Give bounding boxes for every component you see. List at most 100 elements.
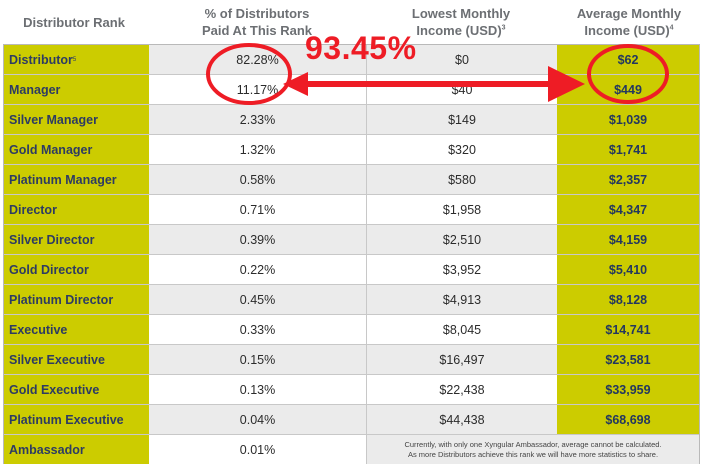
header-avg-footnote: 4	[669, 24, 674, 32]
percent-cell: 0.22%	[149, 255, 367, 284]
table-row: Distributor 5 82.28% $0 $62	[4, 45, 699, 75]
percent-cell: 0.15%	[149, 345, 367, 374]
percent-cell: 1.32%	[149, 135, 367, 164]
lowest-income-cell: $0	[367, 45, 557, 74]
rank-cell: Gold Manager	[4, 135, 149, 164]
rank-cell: Platinum Director	[4, 285, 149, 314]
table-row: Director 0.71% $1,958 $4,347	[4, 195, 699, 225]
average-income-cell: $62	[557, 45, 699, 74]
total-percentage-annotation: 93.45%	[305, 30, 417, 66]
header-avg-line2: Income (USD)	[584, 23, 670, 38]
table-row: Silver Executive 0.15% $16,497 $23,581	[4, 345, 699, 375]
table-header: Distributor Rank % of Distributors Paid …	[0, 0, 703, 44]
rank-label: Ambassador	[9, 442, 85, 457]
circle-annotation-left	[206, 43, 292, 105]
header-avg-line1: Average Monthly	[576, 6, 682, 21]
arrow-head-left-icon	[283, 72, 308, 96]
header-low-line2: Income (USD)	[416, 23, 502, 38]
percent-cell: 11.17%	[149, 75, 367, 104]
rank-label: Gold Manager	[9, 142, 93, 157]
table-row: Manager 11.17% $40 $449	[4, 75, 699, 105]
note-line: Currently, with only one Xyngular Ambass…	[404, 439, 662, 449]
rank-label: Gold Director	[9, 262, 89, 277]
lowest-income-cell: $4,913	[367, 285, 557, 314]
table-row: Gold Manager 1.32% $320 $1,741	[4, 135, 699, 165]
lowest-income-cell: $580	[367, 165, 557, 194]
rank-cell: Platinum Manager	[4, 165, 149, 194]
table-row: Platinum Executive 0.04% $44,438 $68,698	[4, 405, 699, 435]
table-row: Platinum Director 0.45% $4,913 $8,128	[4, 285, 699, 315]
header-pct-line2: Paid At This Rank	[201, 23, 313, 38]
percent-cell: 2.33%	[149, 105, 367, 134]
ambassador-note: Currently, with only one Xyngular Ambass…	[367, 435, 699, 464]
rank-label: Executive	[9, 322, 68, 337]
percent-cell: 0.39%	[149, 225, 367, 254]
percent-cell: 82.28%	[149, 45, 367, 74]
rank-cell: Silver Director	[4, 225, 149, 254]
header-distributor-rank: Distributor Rank	[0, 0, 148, 44]
average-income-cell: $4,159	[557, 225, 699, 254]
header-low-footnote: 3	[501, 24, 506, 32]
header-rank-label: Distributor Rank	[23, 14, 125, 30]
lowest-income-cell: $22,438	[367, 375, 557, 404]
average-income-cell: $449	[557, 75, 699, 104]
table-row: Platinum Manager 0.58% $580 $2,357	[4, 165, 699, 195]
rank-cell: Executive	[4, 315, 149, 344]
average-income-cell: $4,347	[557, 195, 699, 224]
average-income-cell: $8,128	[557, 285, 699, 314]
rank-label: Gold Executive	[9, 382, 100, 397]
table-row: Gold Executive 0.13% $22,438 $33,959	[4, 375, 699, 405]
header-lowest-monthly-income: Lowest Monthly Income (USD)3	[366, 0, 556, 44]
lowest-income-cell: $8,045	[367, 315, 557, 344]
rank-cell: Gold Director	[4, 255, 149, 284]
table-row: Ambassador 0.01% Currently, with only one …	[4, 435, 699, 465]
arrow-head-right-icon	[548, 66, 585, 102]
rank-cell: Ambassador	[4, 435, 149, 464]
average-income-cell: $33,959	[557, 375, 699, 404]
average-income-cell: $14,741	[557, 315, 699, 344]
rank-label: Platinum Director	[9, 292, 114, 307]
lowest-income-cell: $1,958	[367, 195, 557, 224]
percent-cell: 0.58%	[149, 165, 367, 194]
header-percent-paid: % of Distributors Paid At This Rank	[148, 0, 366, 44]
rank-label: Silver Executive	[9, 352, 105, 367]
circle-annotation-right	[587, 44, 669, 104]
income-table: Distributor 5 82.28% $0 $62 Manager 11.17% $40 $…	[3, 44, 700, 464]
rank-cell: Gold Executive	[4, 375, 149, 404]
average-income-cell: $2,357	[557, 165, 699, 194]
table-row: Gold Director 0.22% $3,952 $5,410	[4, 255, 699, 285]
rank-label: Platinum Manager	[9, 172, 117, 187]
rank-label: Manager	[9, 82, 61, 97]
average-income-cell: $5,410	[557, 255, 699, 284]
header-average-monthly-income: Average Monthly Income (USD)4	[556, 0, 702, 44]
rank-label: Distributor	[9, 52, 73, 67]
lowest-income-cell: $44,438	[367, 405, 557, 434]
header-pct-line1: % of Distributors	[204, 6, 310, 21]
rank-cell: Manager	[4, 75, 149, 104]
note-line: As more Distributors achieve this rank w…	[407, 449, 659, 459]
lowest-income-cell: $149	[367, 105, 557, 134]
rank-cell: Silver Executive	[4, 345, 149, 374]
rank-label: Silver Manager	[9, 112, 98, 127]
table-row: Silver Manager 2.33% $149 $1,039	[4, 105, 699, 135]
lowest-income-cell: $2,510	[367, 225, 557, 254]
percent-cell: 0.45%	[149, 285, 367, 314]
table-row: Executive 0.33% $8,045 $14,741	[4, 315, 699, 345]
average-income-cell: $1,039	[557, 105, 699, 134]
percent-cell: 0.01%	[149, 435, 367, 464]
average-income-cell: $68,698	[557, 405, 699, 434]
percent-cell: 0.04%	[149, 405, 367, 434]
percent-cell: 0.33%	[149, 315, 367, 344]
table-row: Silver Director 0.39% $2,510 $4,159	[4, 225, 699, 255]
rank-cell: Platinum Executive	[4, 405, 149, 434]
percent-cell: 0.13%	[149, 375, 367, 404]
lowest-income-cell: $16,497	[367, 345, 557, 374]
rank-cell: Director	[4, 195, 149, 224]
rank-cell: Distributor 5	[4, 45, 149, 74]
header-low-line1: Lowest Monthly	[411, 6, 511, 21]
rank-label: Silver Director	[9, 232, 95, 247]
average-income-cell: $23,581	[557, 345, 699, 374]
average-income-cell: $1,741	[557, 135, 699, 164]
rank-cell: Silver Manager	[4, 105, 149, 134]
